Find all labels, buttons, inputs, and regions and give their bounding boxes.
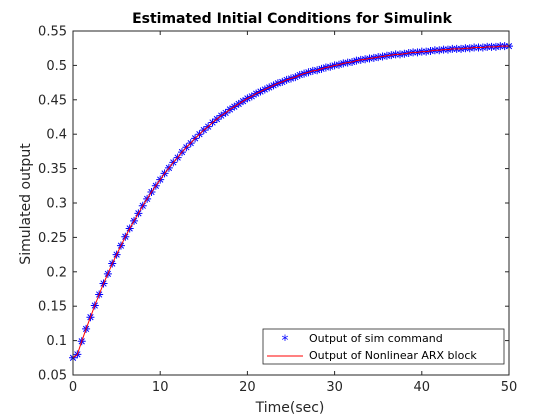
legend-label-nonlinear-arx-block: Output of Nonlinear ARX block: [309, 349, 477, 362]
series-nonlinear-arx-line: [72, 45, 509, 359]
legend-box: [262, 328, 505, 365]
chart-title: Estimated Initial Conditions for Simulin…: [132, 11, 453, 27]
y-tick-label: 0.5: [46, 59, 67, 74]
x-axis-ticks: 0 10 20 30 40 50: [69, 31, 517, 395]
y-tick-label: 0.15: [38, 300, 67, 315]
y-tick-label: 0.2: [46, 265, 67, 280]
x-tick-label: 20: [239, 380, 256, 395]
x-tick-label: 0: [69, 380, 77, 395]
y-tick-label: 0.45: [38, 93, 67, 108]
x-tick-label: 10: [152, 380, 169, 395]
y-tick-label: 0.55: [38, 25, 67, 40]
x-tick-label: 30: [326, 380, 343, 395]
x-tick-label: 50: [501, 380, 518, 395]
y-tick-label: 0.25: [38, 231, 67, 246]
x-axis-title: Time(sec): [255, 400, 325, 416]
y-tick-label: 0.4: [46, 128, 67, 143]
axes-frame: [72, 30, 510, 376]
legend: * Output of sim command Output of Nonlin…: [262, 328, 505, 365]
y-tick-label: 0.3: [46, 197, 67, 212]
plot-area: [73, 31, 509, 375]
legend-marker-sim-command: *: [282, 333, 289, 349]
y-tick-label: 0.05: [38, 369, 67, 384]
y-axis-ticks: 0.05 0.1 0.15 0.2 0.25 0.3 0.35 0.4 0.45 0.5 0.55: [38, 25, 509, 384]
x-tick-label: 40: [414, 380, 431, 395]
y-tick-label: 0.35: [38, 162, 67, 177]
legend-label-sim-command: Output of sim command: [309, 332, 443, 345]
y-axis-title: Simulated output: [18, 143, 34, 265]
y-tick-label: 0.1: [46, 334, 67, 349]
